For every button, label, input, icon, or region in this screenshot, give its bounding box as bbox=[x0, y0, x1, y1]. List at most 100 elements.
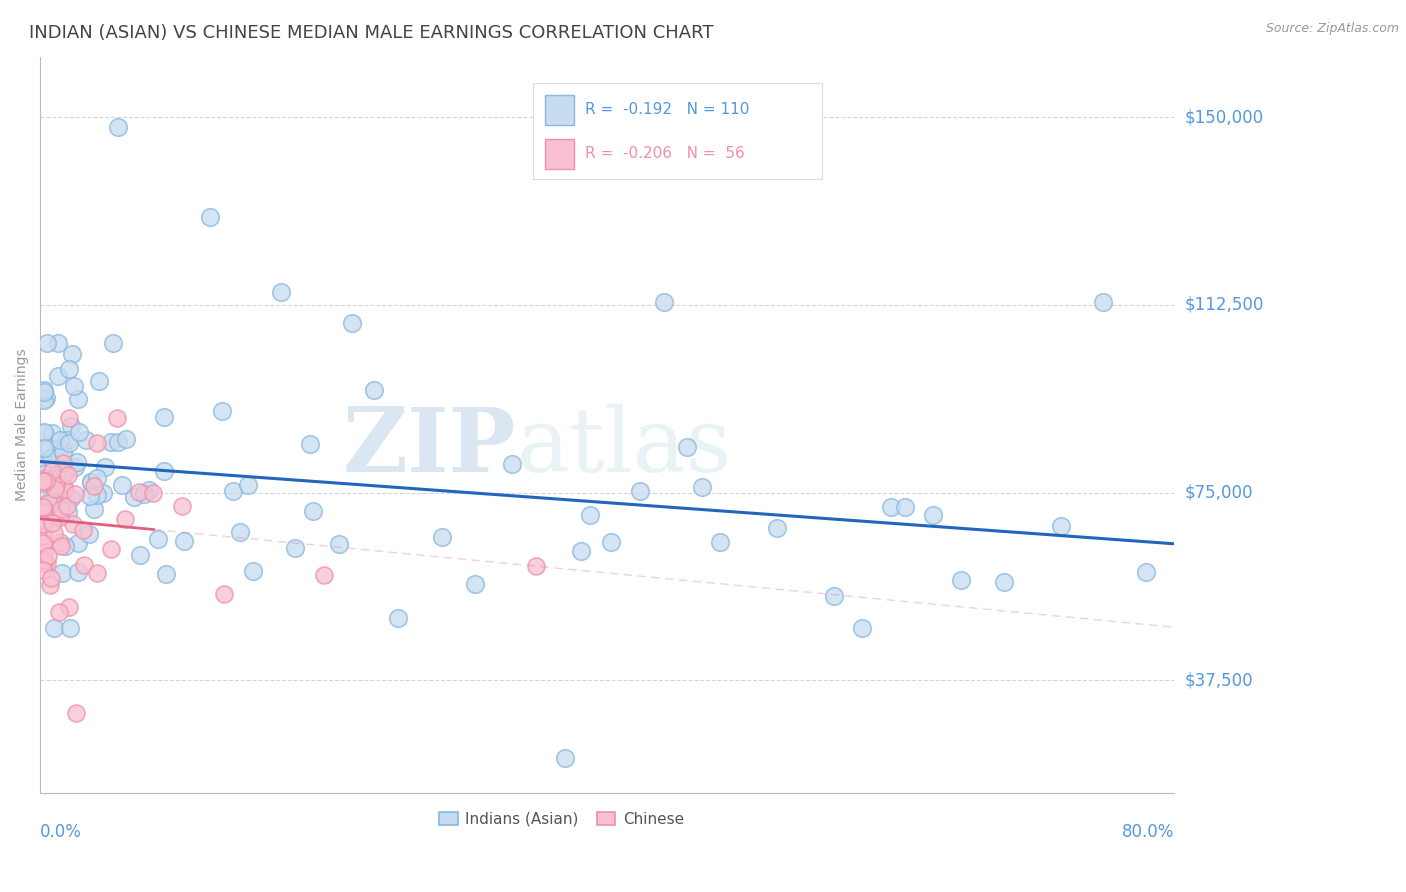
Point bbox=[52, 445, 75, 459]
Point bbox=[922, 508, 945, 522]
Point bbox=[628, 483, 651, 498]
Point bbox=[501, 457, 523, 471]
Point bbox=[53, 466, 76, 480]
Point bbox=[58, 362, 80, 376]
Point bbox=[569, 544, 592, 558]
Point bbox=[58, 468, 80, 483]
Point bbox=[38, 505, 60, 519]
Point bbox=[79, 489, 101, 503]
Point bbox=[692, 480, 714, 494]
Point bbox=[69, 425, 91, 440]
Point bbox=[35, 391, 58, 405]
Point bbox=[62, 516, 84, 531]
Point bbox=[56, 499, 79, 513]
Point bbox=[302, 504, 325, 518]
Point bbox=[77, 527, 100, 541]
Text: atlas: atlas bbox=[516, 403, 731, 491]
Point bbox=[153, 409, 176, 424]
Point bbox=[86, 488, 108, 502]
Point bbox=[58, 410, 80, 425]
Point bbox=[107, 120, 129, 135]
Point bbox=[1092, 295, 1115, 310]
Point bbox=[41, 571, 63, 585]
Point bbox=[49, 540, 72, 554]
Point bbox=[37, 556, 59, 570]
Point bbox=[48, 605, 70, 619]
Point bbox=[32, 476, 55, 491]
Point bbox=[39, 451, 62, 466]
Point bbox=[464, 577, 486, 591]
Point bbox=[284, 541, 307, 555]
Point bbox=[1135, 565, 1157, 579]
Point bbox=[236, 478, 259, 492]
Point bbox=[86, 566, 108, 580]
Point bbox=[138, 483, 160, 498]
Point bbox=[73, 558, 96, 572]
Point bbox=[51, 470, 73, 484]
Point bbox=[55, 486, 77, 500]
Point bbox=[600, 534, 623, 549]
Point bbox=[42, 526, 65, 541]
Point bbox=[103, 335, 125, 350]
Point bbox=[49, 509, 72, 524]
Point bbox=[55, 500, 77, 514]
Point bbox=[59, 621, 82, 635]
Point bbox=[879, 500, 901, 515]
Point bbox=[115, 432, 138, 446]
Point bbox=[34, 384, 56, 399]
Point bbox=[86, 471, 108, 485]
Point bbox=[83, 479, 105, 493]
Point bbox=[49, 502, 72, 516]
Point bbox=[80, 475, 103, 490]
Point bbox=[32, 500, 55, 515]
Point bbox=[851, 621, 873, 635]
Point bbox=[45, 490, 67, 504]
Point bbox=[37, 335, 59, 350]
Point bbox=[41, 508, 63, 522]
Point bbox=[44, 621, 66, 635]
Point bbox=[67, 565, 90, 579]
Point bbox=[766, 520, 789, 534]
Point bbox=[173, 533, 195, 548]
Point bbox=[93, 459, 115, 474]
Point bbox=[35, 476, 58, 491]
Point bbox=[46, 335, 69, 350]
Point bbox=[105, 410, 128, 425]
Point bbox=[146, 533, 169, 547]
Point bbox=[60, 418, 83, 433]
Point bbox=[34, 425, 56, 440]
Point bbox=[51, 566, 73, 581]
Point bbox=[122, 491, 145, 505]
Point bbox=[34, 523, 56, 537]
Point bbox=[63, 379, 86, 393]
Point bbox=[198, 211, 221, 225]
Point bbox=[44, 450, 66, 464]
Text: 80.0%: 80.0% bbox=[1122, 823, 1174, 841]
Point bbox=[52, 479, 75, 493]
Point bbox=[34, 504, 56, 518]
Point bbox=[32, 505, 55, 519]
Point bbox=[34, 557, 56, 571]
Text: 0.0%: 0.0% bbox=[41, 823, 82, 841]
Point bbox=[66, 392, 89, 406]
Point bbox=[34, 471, 56, 485]
Point bbox=[34, 456, 56, 470]
Point bbox=[72, 523, 94, 537]
Point bbox=[34, 425, 56, 439]
Point bbox=[45, 478, 67, 492]
Point bbox=[44, 482, 66, 496]
Point bbox=[34, 513, 56, 527]
Point bbox=[49, 433, 72, 447]
Point bbox=[111, 477, 134, 491]
Point bbox=[46, 368, 69, 383]
Point bbox=[34, 467, 56, 482]
Text: $37,500: $37,500 bbox=[1185, 671, 1254, 690]
Point bbox=[89, 374, 111, 388]
Point bbox=[229, 524, 252, 539]
Point bbox=[65, 460, 87, 475]
Point bbox=[56, 505, 79, 519]
Point bbox=[993, 574, 1015, 589]
Point bbox=[38, 441, 60, 455]
Point bbox=[32, 562, 55, 576]
Point bbox=[950, 573, 973, 587]
